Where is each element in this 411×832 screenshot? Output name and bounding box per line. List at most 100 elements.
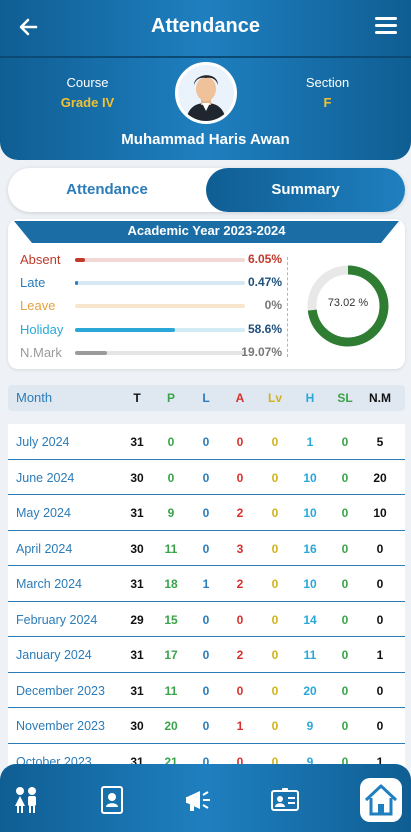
stat-row-nmark: N.Mark 19.07% [20,343,282,363]
cell-lv: 0 [271,683,279,698]
children-icon [15,787,36,813]
tab-attendance[interactable]: Attendance [66,181,148,198]
view-tabs: Attendance Summary [8,168,405,212]
cell-l: 0 [202,435,210,449]
stats-divider [287,257,288,357]
cell-lv: 0 [271,506,279,520]
nav-profile-book[interactable] [96,784,128,816]
cell-p: 15 [164,612,178,627]
cell-a: 3 [236,541,244,556]
table-row[interactable]: June 2024 30 0 0 0 0 10 0 20 [8,460,405,495]
cell-p: 20 [164,719,178,733]
cell-nm: 20 [373,470,387,485]
cell-sl: 0 [341,754,349,769]
cell-t: 31 [130,683,144,698]
table-row[interactable]: December 2023 31 11 0 0 0 20 0 0 [8,673,405,708]
profile-header: Attendance Course Grade IV Section F Muh… [0,0,411,160]
cell-lv: 0 [271,577,279,591]
academic-year-ribbon [14,221,399,243]
table-row[interactable]: May 2024 31 9 0 2 0 10 0 10 [8,495,405,531]
cell-p: 11 [164,683,178,698]
section-label: Section [305,75,350,90]
cell-l: 1 [202,577,210,591]
cell-t: 31 [130,648,144,662]
tab-summary[interactable]: Summary [206,168,405,212]
nav-children[interactable] [10,784,42,816]
nav-id-card[interactable] [269,784,301,816]
table-row[interactable]: April 2024 30 11 0 3 0 16 0 0 [8,531,405,566]
stat-bar-fill [75,350,108,355]
avatar[interactable] [175,62,237,124]
stat-bar-track [75,281,245,286]
menu-button[interactable] [371,13,401,41]
cell-month: November 2023 [16,719,105,733]
nav-announcements[interactable] [182,784,214,816]
table-row[interactable]: January 2024 31 17 0 2 0 11 0 1 [8,637,405,673]
stat-label: Holiday [20,321,64,337]
back-button[interactable] [14,12,44,42]
stat-bar-track [75,327,245,332]
stat-row-absent: Absent 6.05% [20,250,282,270]
stat-bar-track [75,304,245,309]
id-card-icon [271,788,299,811]
cell-h: 10 [303,577,317,591]
column-header-h: H [305,391,315,405]
cell-month: June 2024 [16,470,75,485]
cell-lv: 0 [271,435,279,449]
cell-l: 0 [202,470,210,485]
cell-t: 31 [130,506,144,520]
cell-nm: 5 [376,435,384,449]
cell-lv: 0 [271,541,279,556]
cell-month: March 2024 [16,577,83,591]
cell-a: 0 [236,754,244,769]
cell-p: 9 [167,506,175,520]
column-header-sl: SL [337,391,353,405]
cell-lv: 0 [271,754,279,769]
page-title: Attendance [151,15,260,37]
stat-row-late: Late 0.47% [20,273,282,293]
cell-sl: 0 [341,612,349,627]
cell-l: 0 [202,719,210,733]
cell-h: 10 [303,506,317,520]
cell-h: 20 [303,683,317,698]
cell-a: 0 [236,435,244,449]
table-row[interactable]: July 2024 31 0 0 0 0 1 0 5 [8,424,405,460]
cell-t: 30 [130,719,144,733]
cell-lv: 0 [271,612,279,627]
cell-p: 0 [167,435,175,449]
cell-month: February 2024 [16,612,98,627]
table-row[interactable]: November 2023 30 20 0 1 0 9 0 0 [8,708,405,744]
table-row[interactable]: March 2024 31 18 1 2 0 10 0 0 [8,566,405,602]
academic-year-label: Academic Year 2023-2024 [127,223,286,238]
cell-month: December 2023 [16,683,105,698]
cell-l: 0 [202,683,210,698]
column-header-lv: Lv [267,391,282,405]
column-header-t: T [133,391,141,405]
cell-h: 1 [306,435,314,449]
cell-sl: 0 [341,435,349,449]
column-header-month: Month [16,390,53,405]
header-divider [0,56,411,58]
cell-l: 0 [202,754,210,769]
profile-book-icon [101,786,123,814]
cell-nm: 0 [376,683,384,698]
table-row[interactable]: February 2024 29 15 0 0 0 14 0 0 [8,602,405,637]
section-value: F [323,95,332,110]
cell-sl: 0 [341,577,349,591]
summary-card: Academic Year 2023-2024 Absent 6.05% Late 0… [8,219,405,369]
column-header-nm: N.M [369,391,391,405]
cell-l: 0 [202,612,210,627]
cell-month: April 2024 [16,541,73,556]
cell-l: 0 [202,506,210,520]
attendance-table[interactable]: July 2024 31 0 0 0 0 1 0 5 June 2024 30 0 0 0 0 10 0 20 Ma… [8,424,405,768]
cell-lv: 0 [271,470,279,485]
cell-nm: 1 [376,754,384,769]
cell-nm: 0 [376,577,384,591]
cell-p: 0 [167,470,175,485]
announcement-icon [186,791,210,811]
nav-home[interactable] [360,778,402,822]
cell-lv: 0 [271,648,279,662]
stat-bar-fill [75,327,175,332]
stat-row-holiday: Holiday 58.6% [20,320,282,340]
cell-h: 14 [303,612,317,627]
